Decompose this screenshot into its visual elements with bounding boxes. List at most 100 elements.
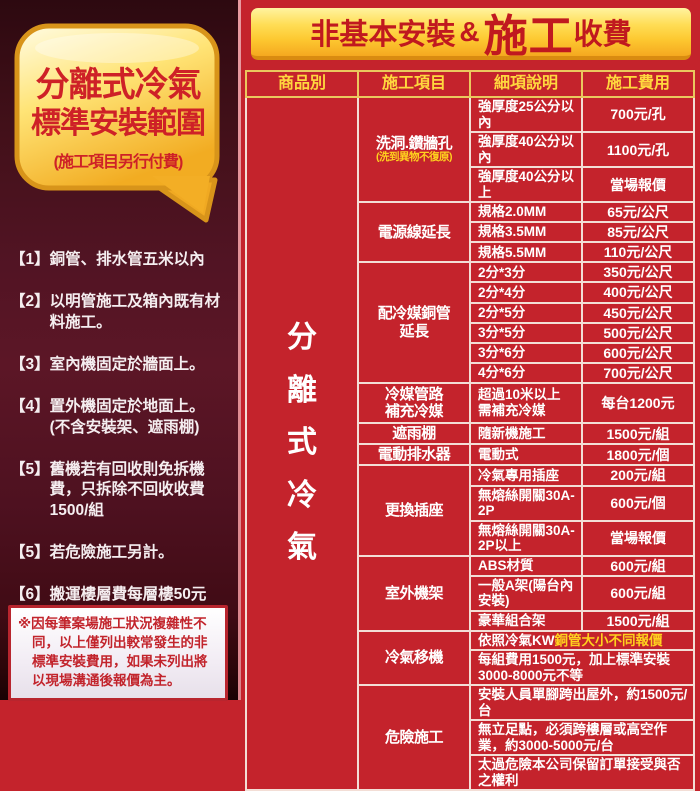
- table-row: 分 離 式 冷 氣 洗洞.鑽牆孔 (洗到異物不復原) 強厚度25公分以內 700元/孔: [245, 95, 695, 791]
- table-row: 無熔絲開關30A-2P以上 當場報價: [246, 519, 695, 557]
- detail-cell: 規格3.5MM: [469, 221, 583, 244]
- detail-span-cell: 依照冷氣KW銅管大小不同報價: [469, 629, 695, 652]
- work-item-cell: 室外機架: [357, 554, 471, 632]
- banner-text-part1: 非基本安裝: [310, 19, 456, 51]
- table-row: 2分*5分 450元/公尺: [246, 301, 695, 324]
- table-row: 冷媒管路 補充冷媒 超過10米以上 需補充冷媒 每台1200元: [246, 381, 695, 424]
- fee-cell: 600元/組: [581, 554, 695, 577]
- note-item-text: 舊機若有回收則免拆機費，只拆除不回收收費1500/組: [49, 460, 205, 520]
- note-item-number: 【6】: [10, 586, 50, 604]
- table-row: 強厚度40公分以內 1100元/孔: [246, 131, 695, 169]
- work-item-cell: 危險施工: [357, 684, 471, 791]
- note-item-text: 搬運樓層費每層樓50元: [49, 586, 207, 604]
- bubble-title-line2: 標準安裝範圍: [31, 106, 206, 140]
- fee-cell: 600元/個: [581, 484, 695, 522]
- banner-text-part2: 施工: [483, 12, 574, 61]
- fee-cell: 85元/公尺: [581, 221, 695, 244]
- fee-cell: 1500元/組: [581, 609, 695, 632]
- fee-cell: 500元/公尺: [581, 321, 695, 344]
- work-item-cell: 電源線延長: [357, 201, 471, 264]
- detail-cell: 超過10米以上 需補充冷媒: [469, 381, 583, 424]
- fee-cell: 450元/公尺: [581, 301, 695, 324]
- work-item-cell: 冷氣移機: [357, 629, 471, 687]
- note-item-text: 銅管、排水管五米以內: [49, 251, 205, 268]
- table-row: 3分*6分 600元/公尺: [246, 341, 695, 364]
- table-row: 一般A架(陽台內安裝) 600元/組: [246, 574, 695, 612]
- work-item-cell: 電動排水器: [357, 443, 471, 467]
- detail-cell: 4分*6分: [469, 361, 583, 384]
- detail-cell: 3分*6分: [469, 341, 583, 364]
- detail-cell: 3分*5分: [469, 321, 583, 344]
- table-row: 遮雨棚 隨新機施工 1500元/組: [246, 421, 695, 446]
- fee-banner: 非基本安裝 & 施工 收費: [251, 8, 691, 61]
- detail-cell: 一般A架(陽台內安裝): [469, 574, 583, 612]
- note-item: 【6】 搬運樓層費每層樓50元: [10, 585, 230, 606]
- installation-fee-table: 商品別 施工項目 細項說明 施工費用 分 離 式 冷 氣 洗洞.鑽牆孔 (洗到異物不…: [245, 70, 695, 791]
- table-row: 冷氣移機 依照冷氣KW銅管大小不同報價: [246, 629, 695, 687]
- table-row: 豪華組合架 1500元/組: [246, 609, 695, 632]
- detail-cell: 2分*4分: [469, 281, 583, 304]
- table-row: 更換插座 冷氣專用插座 200元/組: [246, 464, 695, 557]
- fee-cell: 400元/公尺: [581, 281, 695, 304]
- detail-span-cell: 無立足點，必須跨樓層或高空作業，約3000-5000元/台: [469, 719, 695, 757]
- table-row: 4分*6分 700元/公尺: [246, 361, 695, 384]
- table-row: 電動排水器 電動式 1800元/個: [246, 443, 695, 467]
- right-panel: 非基本安裝 & 施工 收費 商品別 施工項目 細項說明 施工費用 分 離 式 冷…: [241, 0, 700, 791]
- note-item-text: 以明管施工及箱內既有材料施工。: [49, 292, 221, 331]
- detail-accent-text: 銅管大小不同報價: [554, 632, 663, 648]
- standard-install-bubble: 分離式冷氣 標準安裝範圍 (施工項目另行付費): [10, 20, 228, 230]
- fee-cell: 1800元/個: [581, 443, 695, 467]
- detail-cell: 2分*5分: [469, 301, 583, 324]
- note-item: 【5】 若危險施工另計。: [10, 543, 230, 564]
- disclaimer-box: ※因每筆案場施工狀況複雜性不同，以上僅列出較常發生的非標準安裝費用，如果未列出將…: [8, 605, 228, 701]
- table-row: 每組費用1500元，加上標準安裝3000-8000元不等: [246, 649, 695, 687]
- work-item-subnote: (洗到異物不復原): [376, 151, 453, 164]
- table-row: 2分*4分 400元/公尺: [246, 281, 695, 304]
- banner-ampersand: &: [459, 16, 480, 47]
- detail-cell: 冷氣專用插座: [469, 464, 583, 487]
- detail-span-cell: 太過危險本公司保留訂單接受與否之權利: [469, 754, 695, 791]
- fee-cell: 700元/公尺: [581, 361, 695, 384]
- detail-cell: 強厚度40公分以內: [469, 131, 583, 169]
- note-item-number: 【5】: [10, 544, 50, 562]
- table-row: 無熔絲開關30A-2P 600元/個: [246, 484, 695, 522]
- note-item-text: 室內機固定於牆面上。: [49, 355, 205, 373]
- detail-cell: 強厚度40公分以上: [469, 166, 583, 204]
- note-item-number: 【4】: [10, 397, 50, 415]
- fee-cell: 65元/公尺: [581, 201, 695, 224]
- work-item-cell: 更換插座: [357, 464, 471, 557]
- product-category-text: 分 離 式 冷 氣: [287, 321, 317, 565]
- fee-cell: 1100元/孔: [581, 131, 695, 169]
- speech-bubble-shape: [14, 23, 220, 223]
- table-row: 規格5.5MM 110元/公尺: [246, 241, 695, 264]
- header-detail: 細項說明: [469, 70, 583, 98]
- fee-cell: 110元/公尺: [581, 241, 695, 264]
- note-item: 【2】 以明管施工及箱內既有材料施工。: [10, 292, 230, 334]
- table-row: 規格3.5MM 85元/公尺: [246, 221, 695, 244]
- fee-cell: 當場報價: [581, 519, 695, 557]
- bubble-subtitle: (施工項目另行付費): [53, 153, 184, 171]
- fee-cell: 200元/組: [581, 464, 695, 487]
- table-row: 強厚度40公分以上 當場報價: [246, 166, 695, 204]
- header-product-category: 商品別: [245, 70, 359, 98]
- work-item-cell: 遮雨棚: [357, 421, 471, 446]
- note-item: 【4】 置外機固定於地面上。 (不含安裝架、遮雨棚): [10, 397, 230, 439]
- detail-cell: 規格5.5MM: [469, 241, 583, 264]
- fee-cell: 600元/公尺: [581, 341, 695, 364]
- bubble-title-line1: 分離式冷氣: [35, 66, 202, 105]
- detail-cell: 無熔絲開關30A-2P以上: [469, 519, 583, 557]
- detail-cell: 豪華組合架: [469, 609, 583, 632]
- header-fee: 施工費用: [581, 70, 695, 98]
- detail-text: 依照冷氣KW: [478, 632, 555, 648]
- work-item-cell: 洗洞.鑽牆孔 (洗到異物不復原): [357, 95, 471, 204]
- left-panel: 分離式冷氣 標準安裝範圍 (施工項目另行付費) 【1】 銅管、排水管五米以內 【2】…: [0, 0, 238, 701]
- fee-cell: 350元/公尺: [581, 261, 695, 284]
- fee-cell: 當場報價: [581, 166, 695, 204]
- note-item-subtext: (不含安裝架、遮雨棚): [49, 418, 200, 436]
- note-item: 【3】 室內機固定於牆面上。: [10, 355, 230, 376]
- panel-divider: [238, 0, 241, 700]
- note-item-number: 【3】: [10, 355, 50, 373]
- detail-span-cell: 安裝人員單腳跨出屋外，約1500元/台: [469, 684, 695, 722]
- detail-cell: 規格2.0MM: [469, 201, 583, 224]
- table-header-row: 商品別 施工項目 細項說明 施工費用: [245, 70, 695, 98]
